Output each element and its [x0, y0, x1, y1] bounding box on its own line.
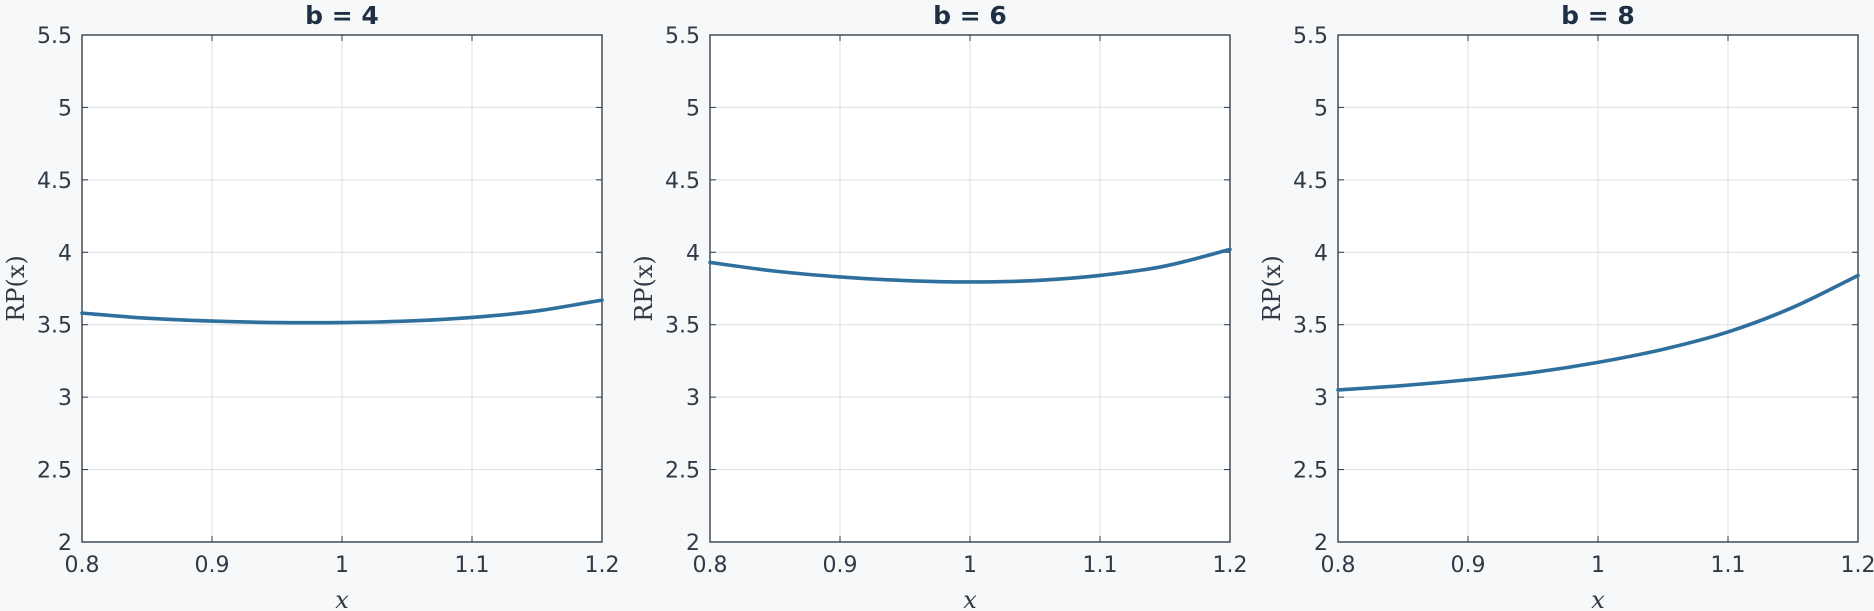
panel-title: b = 4: [305, 1, 379, 30]
y-tick-label: 3.5: [37, 314, 72, 339]
y-tick-label: 4.5: [37, 169, 72, 194]
y-tick-label: 5: [58, 96, 72, 121]
series-line: [1336, 273, 1860, 392]
y-tick-label: 3.5: [665, 314, 700, 339]
y-tick-label: 3: [58, 386, 72, 411]
y-tick-label: 2.5: [1293, 459, 1328, 484]
y-tick-label: 5.5: [665, 24, 700, 49]
y-axis-label: RP(x): [2, 255, 30, 321]
y-tick-label: 4: [58, 241, 72, 266]
x-tick-label: 0.8: [693, 553, 728, 578]
panel-2: 0.8 0.9 1 1.1 1.2 2 2.5 3 3.5 4 4.5 5 5.5 b = 6 x RP(x): [630, 1, 1248, 611]
x-tick-label: 0.9: [823, 553, 858, 578]
series-line: [80, 298, 604, 325]
x-tick-label: 0.8: [65, 553, 100, 578]
y-tick-label: 2: [1314, 531, 1328, 556]
x-tick-label: 0.8: [1321, 553, 1356, 578]
y-tick-label: 2: [58, 531, 72, 556]
x-tick-label: 1: [335, 553, 349, 578]
y-tick-label: 5.5: [1293, 24, 1328, 49]
x-axis-label: x: [963, 586, 977, 611]
x-tick-label: 1.2: [1841, 553, 1874, 578]
series-line: [708, 247, 1232, 284]
y-tick-label: 3.5: [1293, 314, 1328, 339]
y-tick-label: 5: [686, 96, 700, 121]
y-tick-label: 2.5: [37, 459, 72, 484]
x-tick-label: 1.2: [585, 553, 620, 578]
panel-1: 0.8 0.9 1 1.1 1.2 2 2.5 3 3.5 4 4.5 5 5.5 b = 4 x RP(x): [2, 1, 620, 611]
y-tick-label: 4.5: [1293, 169, 1328, 194]
x-tick-label: 1: [963, 553, 977, 578]
x-tick-label: 1.2: [1213, 553, 1248, 578]
panel-title: b = 8: [1561, 1, 1635, 30]
x-tick-label: 0.9: [1451, 553, 1486, 578]
y-tick-label: 2.5: [665, 459, 700, 484]
y-axis-label: RP(x): [1258, 255, 1286, 321]
y-axis-label: RP(x): [630, 255, 658, 321]
y-tick-label: 5.5: [37, 24, 72, 49]
x-tick-label: 1.1: [455, 553, 490, 578]
y-tick-label: 4: [686, 241, 700, 266]
y-tick-label: 3: [686, 386, 700, 411]
x-axis-label: x: [335, 586, 349, 611]
y-tick-label: 4.5: [665, 169, 700, 194]
y-tick-label: 5: [1314, 96, 1328, 121]
y-tick-label: 3: [1314, 386, 1328, 411]
x-tick-label: 1: [1591, 553, 1605, 578]
x-axis-label: x: [1591, 586, 1605, 611]
y-tick-label: 4: [1314, 241, 1328, 266]
x-tick-label: 1.1: [1083, 553, 1118, 578]
x-tick-label: 0.9: [195, 553, 230, 578]
y-tick-label: 2: [686, 531, 700, 556]
panel-title: b = 6: [933, 1, 1007, 30]
x-tick-label: 1.1: [1711, 553, 1746, 578]
panel-3: 0.8 0.9 1 1.1 1.2 2 2.5 3 3.5 4 4.5 5 5.5 b = 8 x RP(x): [1258, 1, 1874, 611]
